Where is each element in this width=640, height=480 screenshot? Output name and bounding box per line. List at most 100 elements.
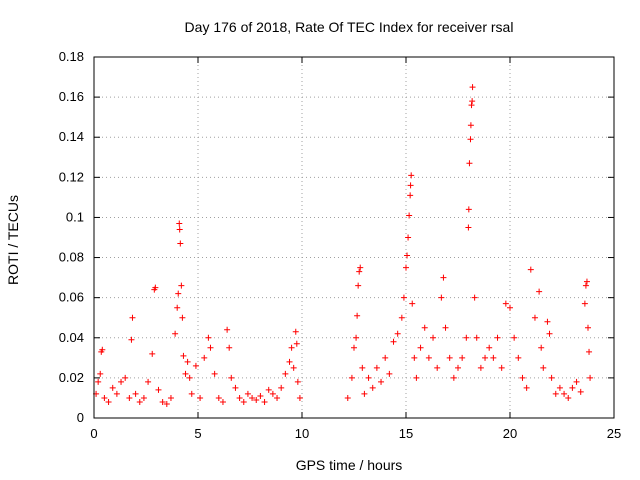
data-point (188, 390, 195, 397)
data-point (527, 266, 534, 273)
data-point (573, 378, 580, 385)
data-point (546, 330, 553, 337)
data-point (394, 330, 401, 337)
data-point (249, 394, 256, 401)
data-point (400, 294, 407, 301)
data-point (292, 328, 299, 335)
data-point (163, 400, 170, 407)
data-point (155, 386, 162, 393)
data-point (261, 398, 268, 405)
data-point (226, 344, 233, 351)
data-point (467, 122, 474, 129)
data-point (468, 102, 475, 109)
data-point (129, 314, 136, 321)
data-point (507, 304, 513, 311)
data-point (228, 374, 235, 381)
y-tick-label: 0.02 (59, 370, 84, 385)
data-point (186, 374, 193, 381)
data-point (386, 370, 393, 377)
data-point (446, 354, 453, 361)
data-point (544, 318, 551, 325)
data-point (296, 394, 303, 401)
y-tick-label: 0.06 (59, 290, 84, 305)
data-point (344, 394, 351, 401)
y-tick-label: 0.04 (59, 330, 84, 345)
data-point (207, 344, 214, 351)
y-axis-label: ROTI / TECUs (5, 195, 21, 285)
data-point (351, 344, 357, 351)
data-point (274, 394, 281, 401)
data-point (236, 394, 243, 401)
data-point (494, 334, 501, 341)
data-point (126, 394, 133, 401)
data-point (519, 374, 526, 381)
data-point (459, 354, 466, 361)
data-point (197, 394, 204, 401)
data-point (294, 378, 301, 385)
data-point (404, 252, 411, 259)
data-point (122, 374, 129, 381)
data-point (201, 354, 208, 361)
data-point (490, 354, 497, 361)
data-point (240, 398, 247, 405)
data-point (357, 264, 364, 271)
data-point (215, 394, 222, 401)
data-point (561, 390, 568, 397)
data-point (417, 344, 424, 351)
data-point (523, 384, 530, 391)
data-point (582, 282, 589, 289)
data-point (136, 398, 143, 405)
data-point (95, 378, 102, 385)
data-point (97, 370, 104, 377)
data-point (211, 370, 218, 377)
data-point (152, 284, 159, 291)
data-point (406, 212, 413, 219)
y-tick-label: 0.1 (66, 209, 84, 224)
data-point (440, 274, 447, 281)
data-point (569, 384, 576, 391)
data-point (536, 288, 543, 295)
data-point (577, 388, 584, 395)
data-point (373, 364, 380, 371)
data-point (269, 390, 276, 397)
data-point (177, 240, 184, 247)
data-point (438, 294, 445, 301)
data-point (356, 268, 363, 275)
data-point (105, 398, 112, 405)
data-point (486, 344, 493, 351)
data-point (565, 394, 572, 401)
data-point (469, 98, 476, 105)
grid-lines (94, 57, 614, 418)
y-tick-label: 0.16 (59, 89, 84, 104)
data-point (425, 354, 432, 361)
data-point (99, 346, 106, 353)
data-point (369, 384, 376, 391)
data-point (176, 220, 183, 227)
data-point (405, 234, 412, 241)
x-axis-label: GPS time / hours (296, 457, 403, 473)
data-point (409, 300, 416, 307)
data-point (515, 354, 522, 361)
data-point (265, 386, 272, 393)
x-tick-label: 0 (90, 426, 97, 441)
data-point (348, 374, 355, 381)
data-point (140, 394, 147, 401)
data-point (288, 344, 295, 351)
data-point (278, 384, 285, 391)
data-point (413, 374, 420, 381)
data-point (465, 206, 472, 213)
data-point (511, 334, 518, 341)
data-point (556, 384, 563, 391)
data-point (581, 300, 588, 307)
data-point (552, 390, 559, 397)
data-point (407, 182, 414, 189)
data-point (253, 396, 260, 403)
data-point (109, 384, 116, 391)
y-tick-label: 0.14 (59, 129, 84, 144)
chart-title: Day 176 of 2018, Rate Of TEC Index for r… (185, 19, 514, 35)
data-point (421, 324, 428, 331)
data-point (132, 390, 139, 397)
data-point (359, 364, 366, 371)
data-point (290, 364, 297, 371)
